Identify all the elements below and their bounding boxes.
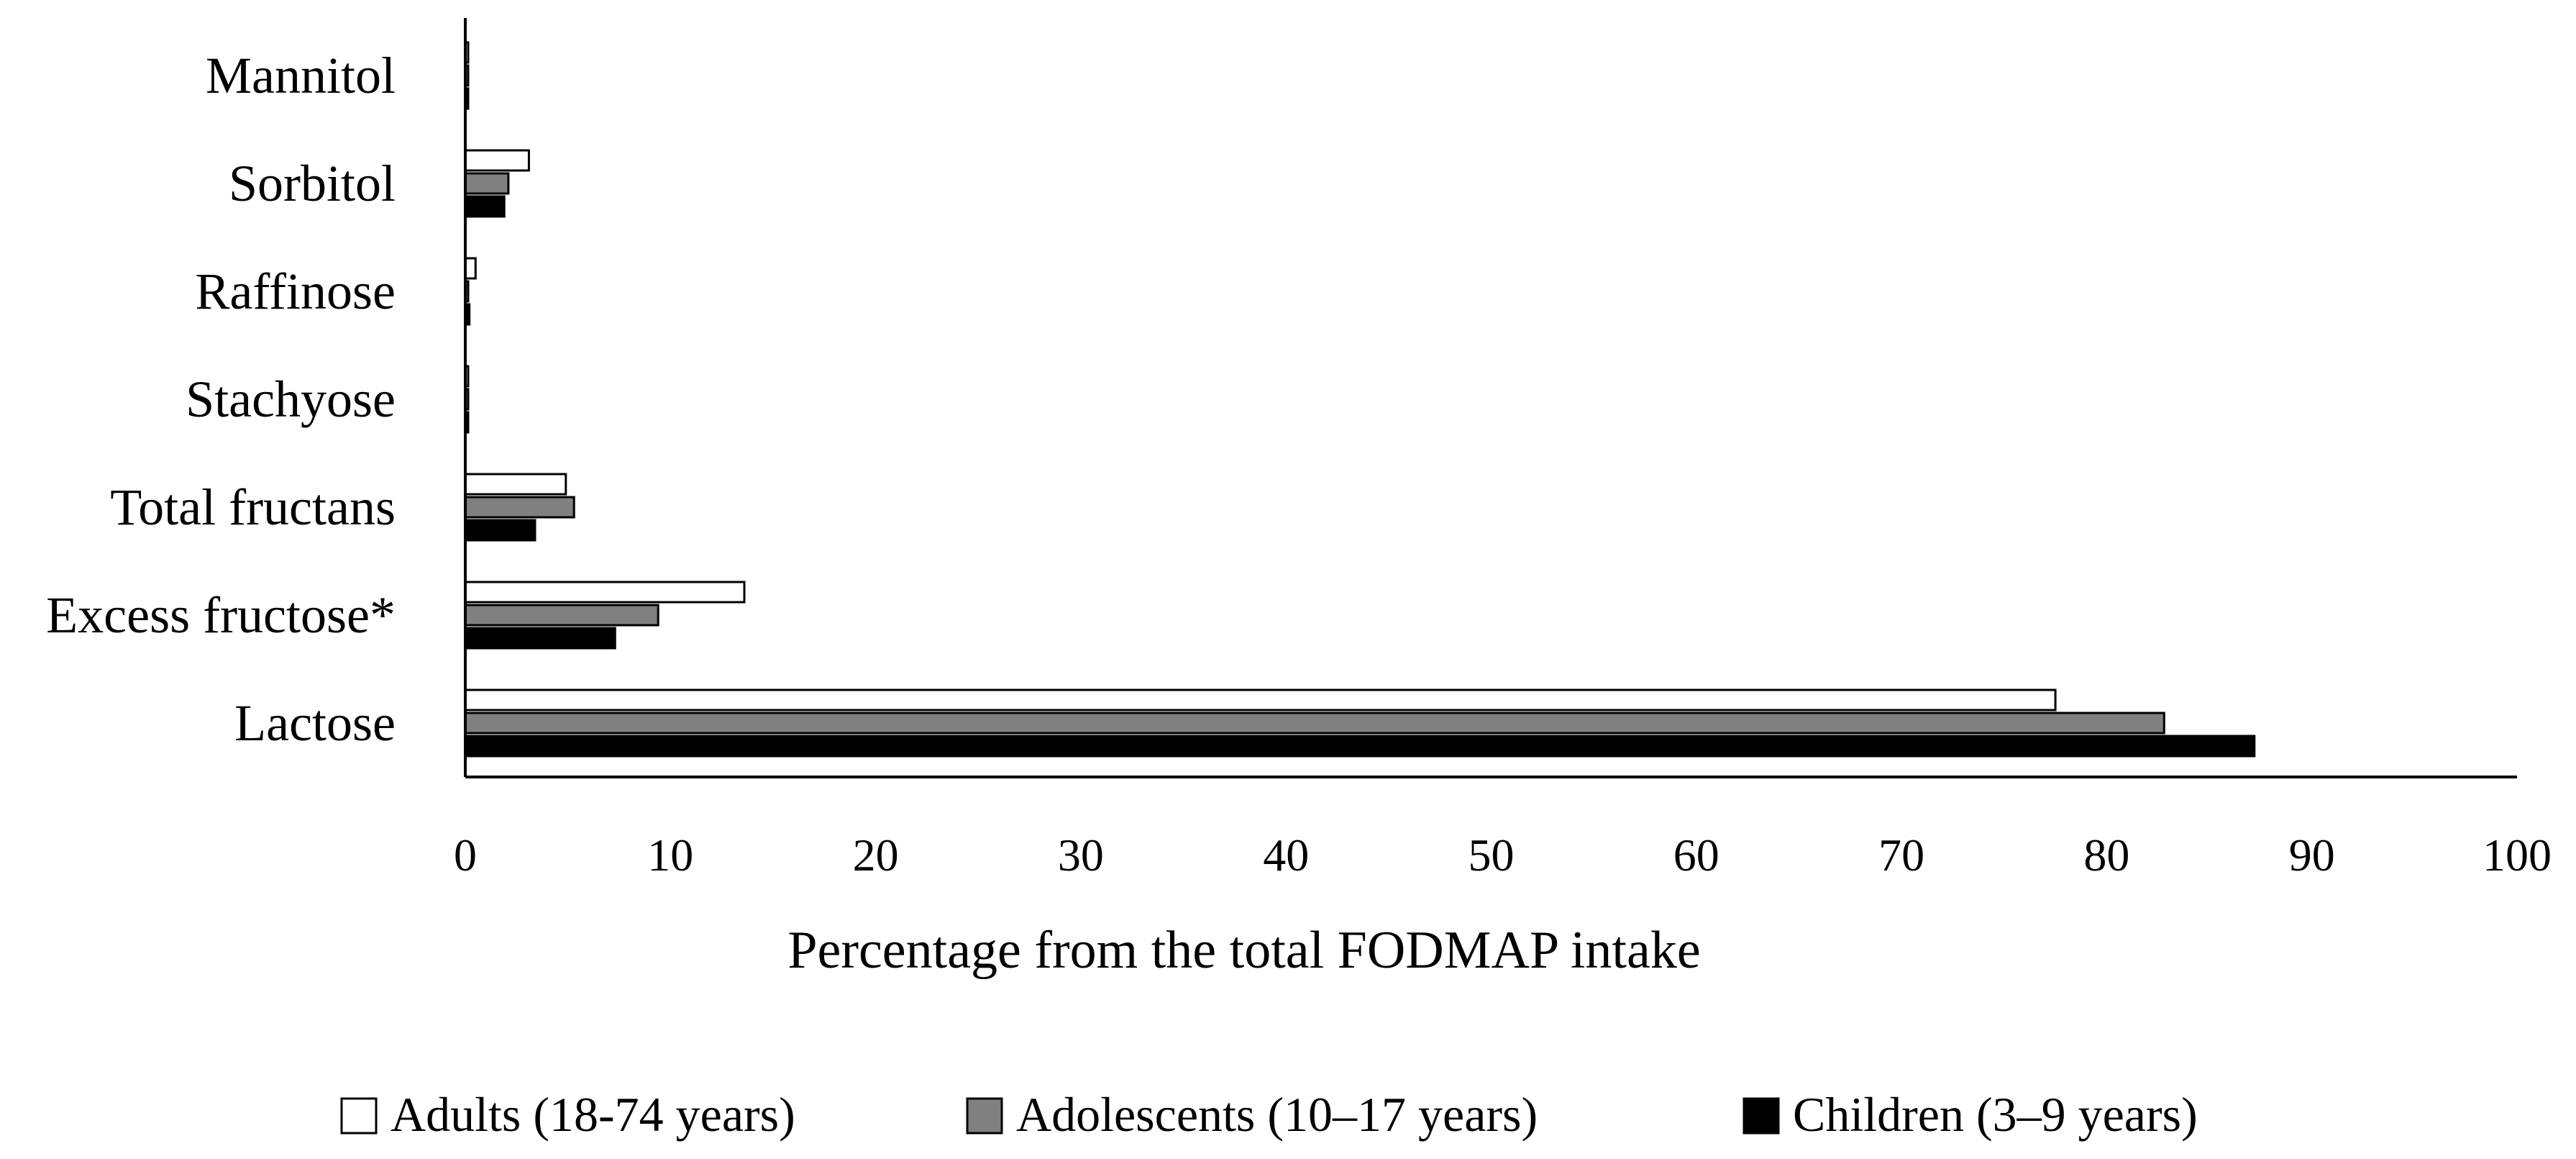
bars-group xyxy=(464,41,2256,758)
category-label-raffinose: Raffinose xyxy=(195,263,396,320)
legend-label-children-3-9-years: Children (3–9 years) xyxy=(1793,1087,2198,1142)
x-tick-labels: 0 10 20 30 40 50 60 70 80 90 100 xyxy=(454,830,2552,881)
x-tick-label-30: 30 xyxy=(1058,830,1104,881)
x-tick-label-10: 10 xyxy=(647,830,693,881)
bar-adults-18-74-years-excess-fructose xyxy=(464,581,746,604)
category-label-lactose: Lactose xyxy=(234,694,396,752)
x-tick-label-80: 80 xyxy=(2083,830,2129,881)
bar-adolescents-10-17-years-excess-fructose xyxy=(464,604,659,627)
legend-swatch-adults-18-74-years xyxy=(340,1097,378,1135)
x-tick-label-40: 40 xyxy=(1263,830,1309,881)
bar-children-3-9-years-sorbitol xyxy=(464,195,506,218)
category-label-stachyose: Stachyose xyxy=(186,371,396,428)
bar-children-3-9-years-lactose xyxy=(464,735,2256,758)
bar-children-3-9-years-total-fructans xyxy=(464,519,536,542)
bar-adults-18-74-years-total-fructans xyxy=(464,473,567,496)
bar-adults-18-74-years-sorbitol xyxy=(464,149,530,172)
bar-adolescents-10-17-years-sorbitol xyxy=(464,172,510,195)
legend-label-adolescents-10-17-years: Adolescents (10–17 years) xyxy=(1016,1087,1538,1142)
category-label-excess-fructose: Excess fructose* xyxy=(46,586,396,644)
category-label-sorbitol: Sorbitol xyxy=(229,155,396,212)
x-tick-label-100: 100 xyxy=(2483,830,2552,881)
bar-adolescents-10-17-years-total-fructans xyxy=(464,496,575,519)
category-label-mannitol: Mannitol xyxy=(206,47,396,104)
x-tick-label-60: 60 xyxy=(1673,830,1719,881)
bar-children-3-9-years-excess-fructose xyxy=(464,627,616,650)
x-tick-label-0: 0 xyxy=(454,830,477,881)
x-axis-title: Percentage from the total FODMAP intake xyxy=(787,921,1700,980)
category-label-total-fructans: Total fructans xyxy=(110,478,396,536)
legend: Adults (18-74 years) Adolescents (10–17 y… xyxy=(340,1087,2198,1142)
legend-swatch-children-3-9-years xyxy=(1743,1097,1780,1135)
x-tick-label-20: 20 xyxy=(853,830,899,881)
bar-adults-18-74-years-raffinose xyxy=(464,257,477,280)
x-tick-label-50: 50 xyxy=(1469,830,1515,881)
bar-adults-18-74-years-lactose xyxy=(464,688,2057,712)
x-tick-label-90: 90 xyxy=(2289,830,2335,881)
category-labels: Mannitol Sorbitol Raffinose Stachyose Total … xyxy=(46,47,396,752)
bar-adolescents-10-17-years-lactose xyxy=(464,712,2165,735)
x-tick-label-70: 70 xyxy=(1878,830,1924,881)
legend-swatch-adolescents-10-17-years xyxy=(966,1097,1003,1135)
legend-label-adults-18-74-years: Adults (18-74 years) xyxy=(390,1087,795,1142)
